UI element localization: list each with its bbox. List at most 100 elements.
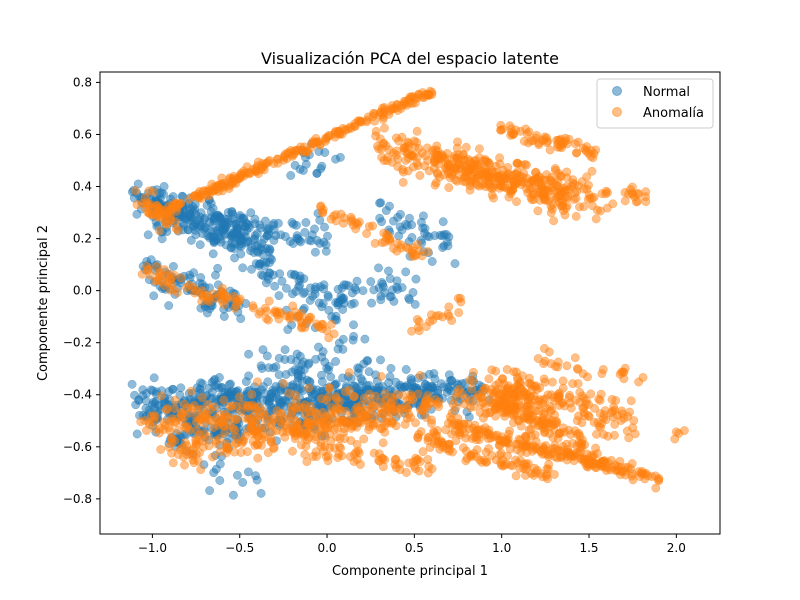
point-normal bbox=[405, 213, 414, 223]
point-normal bbox=[264, 397, 274, 407]
point-normal bbox=[353, 363, 363, 373]
point-anomalia bbox=[288, 301, 298, 311]
point-normal bbox=[366, 277, 376, 287]
point-anomalia bbox=[484, 374, 494, 384]
point-anomalia bbox=[170, 395, 180, 405]
point-normal bbox=[212, 380, 222, 390]
point-anomalia bbox=[579, 403, 589, 413]
point-anomalia bbox=[497, 432, 507, 442]
legend-marker-anomalia bbox=[612, 107, 622, 117]
point-anomalia bbox=[505, 426, 515, 436]
point-anomalia bbox=[142, 426, 151, 435]
point-anomalia bbox=[179, 412, 189, 422]
point-anomalia bbox=[412, 315, 422, 324]
point-anomalia bbox=[549, 216, 559, 226]
point-normal bbox=[196, 273, 206, 282]
point-anomalia bbox=[169, 404, 179, 414]
point-anomalia bbox=[615, 456, 625, 466]
point-anomalia bbox=[582, 184, 592, 194]
point-normal bbox=[303, 359, 313, 369]
point-normal bbox=[154, 400, 164, 410]
point-anomalia bbox=[540, 377, 550, 387]
point-anomalia bbox=[468, 376, 478, 386]
point-anomalia bbox=[346, 212, 356, 222]
point-normal bbox=[280, 232, 290, 241]
point-anomalia bbox=[444, 183, 454, 193]
point-normal bbox=[232, 470, 242, 480]
point-anomalia bbox=[244, 414, 254, 424]
point-normal bbox=[132, 209, 142, 219]
point-anomalia bbox=[379, 103, 389, 112]
point-anomalia bbox=[351, 447, 361, 457]
point-normal bbox=[358, 286, 368, 296]
point-anomalia bbox=[588, 201, 597, 211]
point-anomalia bbox=[523, 138, 533, 148]
point-anomalia bbox=[461, 433, 471, 443]
point-anomalia bbox=[592, 429, 601, 439]
point-anomalia bbox=[257, 159, 267, 168]
point-anomalia bbox=[426, 398, 435, 408]
point-anomalia bbox=[441, 425, 451, 435]
point-anomalia bbox=[350, 121, 360, 131]
point-anomalia bbox=[335, 129, 345, 139]
point-anomalia bbox=[331, 216, 341, 226]
point-anomalia bbox=[392, 390, 402, 400]
point-anomalia bbox=[597, 460, 607, 469]
point-anomalia bbox=[254, 309, 264, 319]
y-tick-label: −0.6 bbox=[63, 440, 92, 454]
point-anomalia bbox=[510, 401, 520, 411]
point-anomalia bbox=[316, 202, 326, 212]
point-anomalia bbox=[369, 448, 379, 458]
point-normal bbox=[264, 363, 274, 373]
point-anomalia bbox=[469, 449, 479, 458]
point-anomalia bbox=[197, 296, 207, 306]
point-normal bbox=[312, 235, 322, 245]
point-normal bbox=[252, 229, 262, 238]
point-anomalia bbox=[445, 444, 455, 454]
point-anomalia bbox=[413, 161, 423, 171]
point-normal bbox=[391, 377, 401, 387]
point-anomalia bbox=[574, 429, 584, 438]
point-anomalia bbox=[370, 238, 380, 248]
point-anomalia bbox=[529, 195, 539, 205]
point-anomalia bbox=[582, 172, 592, 182]
point-normal bbox=[263, 274, 273, 284]
point-normal bbox=[236, 314, 246, 324]
point-anomalia bbox=[511, 367, 521, 377]
point-anomalia bbox=[296, 142, 305, 152]
point-anomalia bbox=[387, 419, 397, 428]
point-anomalia bbox=[171, 224, 181, 234]
point-anomalia bbox=[247, 390, 257, 399]
point-anomalia bbox=[215, 410, 225, 419]
point-anomalia bbox=[176, 273, 186, 283]
point-anomalia bbox=[349, 417, 359, 427]
point-normal bbox=[427, 381, 437, 391]
point-anomalia bbox=[250, 402, 260, 412]
point-normal bbox=[326, 372, 336, 382]
point-anomalia bbox=[418, 447, 428, 457]
point-anomalia bbox=[520, 159, 530, 169]
point-anomalia bbox=[487, 167, 497, 177]
point-anomalia bbox=[545, 145, 555, 155]
point-normal bbox=[299, 289, 308, 298]
point-normal bbox=[274, 291, 284, 301]
point-anomalia bbox=[195, 414, 205, 424]
point-anomalia bbox=[190, 288, 199, 298]
point-normal bbox=[202, 308, 212, 318]
y-tick-label: 0.2 bbox=[73, 232, 92, 246]
point-anomalia bbox=[301, 441, 311, 451]
point-anomalia bbox=[264, 296, 274, 306]
point-anomalia bbox=[309, 139, 319, 149]
point-normal bbox=[439, 230, 449, 240]
point-anomalia bbox=[317, 319, 327, 329]
point-anomalia bbox=[472, 425, 482, 435]
x-tick-label: 0.5 bbox=[405, 541, 424, 555]
point-anomalia bbox=[160, 420, 170, 430]
point-normal bbox=[292, 233, 302, 243]
point-anomalia bbox=[511, 455, 521, 465]
point-anomalia bbox=[156, 391, 166, 401]
point-normal bbox=[238, 263, 248, 273]
point-anomalia bbox=[352, 402, 362, 412]
point-anomalia bbox=[594, 421, 604, 431]
point-anomalia bbox=[492, 400, 502, 409]
